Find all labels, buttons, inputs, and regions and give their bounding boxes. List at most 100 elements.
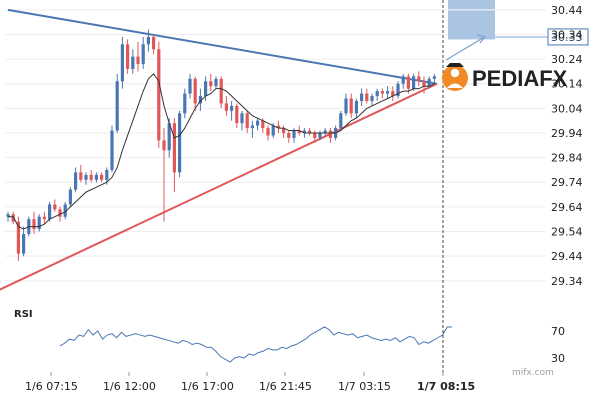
candle-body — [422, 81, 426, 87]
candle — [360, 88, 364, 106]
candle-body — [308, 130, 312, 133]
candle — [84, 172, 88, 185]
candle-body — [287, 132, 291, 138]
candle-body — [79, 172, 83, 180]
candle-body — [74, 172, 78, 190]
y-tick-label: 29.34 — [551, 275, 583, 288]
candle-body — [183, 93, 187, 114]
candle-body — [16, 221, 20, 254]
candle — [22, 226, 26, 257]
candle-body — [110, 130, 114, 170]
candle — [63, 201, 67, 220]
candle-body — [219, 78, 223, 104]
x-axis: 1/6 07:15 1/6 12:00 1/6 17:00 1/6 21:45 1/7 … — [25, 372, 475, 393]
candle — [386, 86, 390, 99]
brand-logo: PEDIAFX — [442, 63, 568, 91]
candle-body — [318, 132, 322, 138]
candle — [37, 214, 41, 232]
candle-body — [32, 219, 36, 230]
brand-name: PEDIAFX — [472, 66, 568, 91]
candle — [178, 110, 182, 178]
candle — [375, 88, 379, 101]
candle-body — [68, 189, 72, 205]
candle — [422, 76, 426, 94]
candle-body — [406, 76, 410, 89]
candle — [209, 73, 213, 92]
target-zone-box — [448, 0, 495, 40]
candle — [318, 130, 322, 141]
candle — [432, 73, 436, 84]
candle-body — [412, 76, 416, 89]
candle-body — [136, 56, 140, 65]
rsi-line — [59, 326, 452, 363]
candle-body — [84, 174, 88, 180]
candle-body — [224, 103, 228, 111]
target-zone: 30.33 — [445, 0, 589, 61]
y-tick-label: 30.14 — [551, 78, 583, 91]
rsi-level-label: 30 — [551, 352, 565, 365]
candle — [79, 165, 83, 183]
y-tick-label: 30.04 — [551, 102, 583, 115]
candle — [219, 76, 223, 109]
candle — [193, 76, 197, 111]
candle — [230, 100, 234, 121]
candle — [188, 73, 192, 99]
candle — [141, 36, 145, 69]
candle — [172, 118, 176, 193]
candle — [323, 128, 327, 136]
candle — [11, 211, 15, 225]
candle-body — [141, 44, 145, 65]
candle-body — [157, 49, 161, 141]
candle-body — [115, 81, 119, 131]
candle — [365, 88, 369, 104]
candle — [167, 118, 171, 158]
price-badge-label: 30.33 — [551, 31, 583, 44]
candle — [48, 201, 52, 222]
candle-body — [323, 130, 327, 133]
candle-body — [349, 98, 353, 114]
candle — [136, 41, 140, 72]
candle — [287, 130, 291, 143]
candle — [204, 76, 208, 101]
candle-body — [427, 78, 431, 87]
candle — [282, 125, 286, 138]
candle — [100, 172, 104, 183]
y-tick-label: 29.94 — [551, 127, 583, 140]
candle-body — [344, 98, 348, 114]
candle — [131, 49, 135, 74]
candle — [349, 93, 353, 119]
y-tick-label: 29.84 — [551, 152, 583, 165]
candle — [53, 199, 57, 212]
candle-body — [380, 91, 384, 94]
ma-line — [8, 73, 435, 230]
x-tick-label: 1/6 07:15 — [25, 380, 78, 393]
candle-body — [396, 83, 400, 97]
candle — [110, 125, 114, 173]
candle-body — [401, 76, 405, 84]
candle-body — [167, 123, 171, 151]
support-line — [0, 82, 438, 291]
candle-body — [276, 125, 280, 129]
candle-body — [417, 76, 421, 82]
candle — [354, 98, 358, 119]
candle — [126, 39, 130, 74]
candle-body — [53, 204, 57, 210]
candle-body — [126, 44, 130, 69]
candle-body — [302, 130, 306, 133]
candle-body — [63, 204, 67, 217]
candle — [308, 128, 312, 136]
candle-body — [58, 209, 62, 217]
candle — [380, 88, 384, 99]
candle — [250, 120, 254, 138]
candle-body — [256, 120, 260, 126]
candle — [391, 86, 395, 101]
candle-body — [370, 96, 374, 101]
candle-body — [204, 81, 208, 97]
x-tick-label: 1/6 21:45 — [259, 380, 312, 393]
candle-body — [339, 113, 343, 129]
candle-body — [146, 36, 150, 45]
candle-body — [162, 140, 166, 151]
grid — [5, 0, 545, 372]
candle — [235, 103, 239, 129]
